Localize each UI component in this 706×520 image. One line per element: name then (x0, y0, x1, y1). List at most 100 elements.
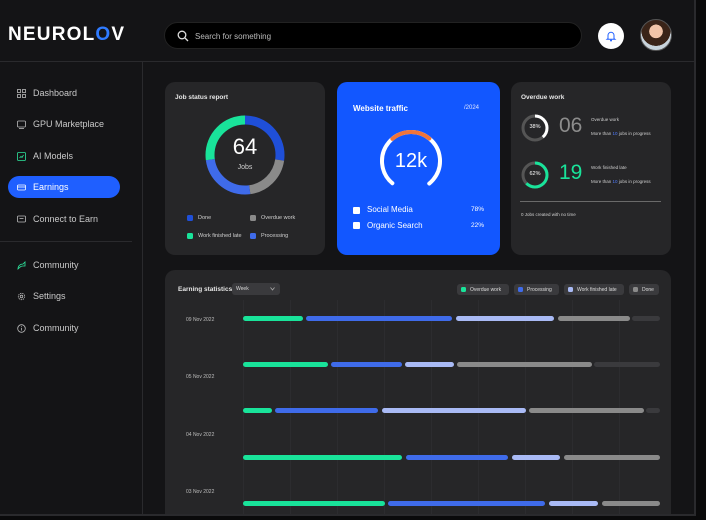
bar-processing (406, 455, 508, 460)
sidebar: Dashboard GPU Marketplace AI Models Earn… (0, 62, 143, 514)
finished-late-label: Work finished late (591, 165, 627, 170)
job-status-title: Job status report (175, 94, 229, 101)
sidebar-item-label: Earnings (33, 182, 69, 192)
bar-finished-late (382, 408, 526, 413)
sidebar-item-gpu-marketplace[interactable]: GPU Marketplace (8, 113, 120, 135)
bar-processing (275, 408, 378, 413)
legend-done: Done (187, 215, 211, 221)
sidebar-divider (0, 241, 132, 242)
search-icon (177, 30, 189, 42)
sidebar-item-community[interactable]: Community (8, 254, 120, 276)
date-label: 05 Nov 2022 (186, 374, 215, 380)
job-unit: Jobs (237, 164, 253, 171)
bar-overdue (243, 316, 303, 321)
bar-finished-late (456, 316, 554, 321)
grid-line (243, 300, 244, 514)
earning-title: Earning statistics (178, 286, 233, 293)
traffic-value: 12k (394, 150, 428, 172)
date-label: 03 Nov 2022 (186, 489, 215, 495)
organic-search-value: 22% (471, 222, 485, 229)
sidebar-item-label: Dashboard (33, 88, 78, 98)
traffic-period: /2024 (464, 105, 480, 111)
finished-late-sub: More than 10 jobs in progress (591, 179, 651, 184)
bar-processing (306, 316, 452, 321)
legend-pill-finished-late[interactable]: Work finished late (564, 284, 624, 295)
legend-pill-overdue[interactable]: Overdue work (457, 284, 509, 295)
bar-overdue (243, 362, 328, 367)
social-media-checkbox[interactable] (353, 207, 360, 214)
sidebar-item-earnings[interactable]: Earnings (8, 176, 120, 198)
community-info-icon (16, 323, 26, 333)
overdue-title: Overdue work (521, 94, 565, 101)
legend-pill-processing[interactable]: Processing (514, 284, 559, 295)
bar-done (558, 316, 630, 321)
traffic-title: Website traffic (353, 104, 408, 113)
chevron-down-icon (270, 287, 275, 291)
date-label: 04 Nov 2022 (186, 432, 215, 438)
grid-line (337, 300, 338, 514)
search-bar[interactable] (164, 22, 582, 49)
notification-button[interactable] (598, 23, 624, 49)
website-traffic-card: Website traffic /2024 12k Social Media 7… (337, 82, 500, 255)
week-select[interactable]: Week (232, 283, 280, 295)
legend-processing: Processing (250, 233, 288, 239)
legend-overdue: Overdue work (250, 215, 295, 221)
overdue-work-card: Overdue work 38% 06 Overdue work More th… (511, 82, 671, 255)
sidebar-item-connect-to-earn[interactable]: Connect to Earn (8, 208, 120, 230)
traffic-gauge (380, 130, 442, 192)
sidebar-item-community-info[interactable]: Community (8, 317, 120, 339)
gpu-icon (16, 119, 26, 129)
ai-models-icon (16, 151, 26, 161)
grid-line (290, 300, 291, 514)
community-icon (16, 260, 26, 270)
organic-search-label: Organic Search (367, 221, 423, 230)
bar-overdue (243, 501, 385, 506)
logo: NEUROLOV (8, 24, 126, 45)
bar-remaining (632, 316, 660, 321)
sidebar-item-dashboard[interactable]: Dashboard (8, 82, 120, 104)
sidebar-item-label: AI Models (33, 151, 74, 161)
job-status-card: Job status report 64 Jobs Done Overdue w… (165, 82, 325, 255)
overdue-ring (521, 114, 549, 142)
sidebar-item-label: Community (33, 260, 79, 270)
sidebar-item-ai-models[interactable]: AI Models (8, 145, 120, 167)
grid-line (572, 300, 573, 514)
sidebar-item-label: Settings (33, 291, 66, 301)
overdue-footer: 0 Jobs created with no time (521, 212, 576, 217)
bar-finished-late (405, 362, 454, 367)
bar-overdue (243, 455, 402, 460)
bar-done (564, 455, 660, 460)
user-avatar[interactable] (640, 19, 672, 51)
earning-stats-card (165, 270, 671, 514)
overdue-count: 06 (559, 114, 583, 137)
settings-icon (16, 291, 26, 301)
bar-processing (331, 362, 402, 367)
bar-done (602, 501, 660, 506)
job-status-donut (205, 115, 285, 195)
grid-line (525, 300, 526, 514)
sidebar-item-label: GPU Marketplace (33, 119, 105, 129)
overdue-label: Overdue work (591, 117, 620, 122)
app-window: NEUROLOV Dashboard GPU Marketplace AI Mo… (0, 0, 696, 516)
bar-finished-late (549, 501, 598, 506)
bell-icon (605, 31, 617, 42)
bar-remaining (646, 408, 660, 413)
overdue-percent: 38% (529, 124, 541, 130)
dashboard-icon (16, 88, 26, 98)
social-media-value: 78% (471, 206, 485, 213)
overdue-sub: More than 10 jobs in progress (591, 131, 651, 136)
bar-done (457, 362, 592, 367)
date-label: 09 Nov 2022 (186, 317, 215, 323)
organic-search-checkbox[interactable] (353, 222, 360, 229)
sidebar-item-settings[interactable]: Settings (8, 285, 120, 307)
grid-line (478, 300, 479, 514)
grid-line (384, 300, 385, 514)
bar-overdue (243, 408, 272, 413)
social-media-label: Social Media (367, 205, 413, 214)
search-input[interactable] (195, 27, 565, 45)
grid-line (431, 300, 432, 514)
sidebar-item-label: Community (33, 323, 79, 333)
finished-late-percent: 62% (529, 171, 541, 177)
legend-pill-done[interactable]: Done (629, 284, 659, 295)
finished-late-ring (521, 161, 549, 189)
